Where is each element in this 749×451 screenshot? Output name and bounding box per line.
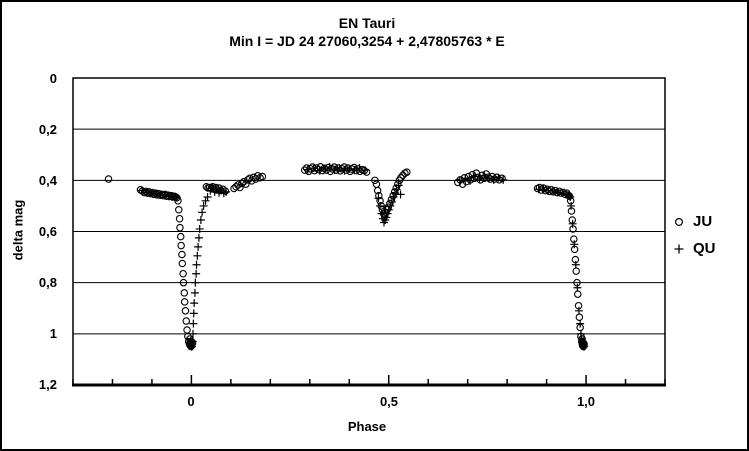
data-markers bbox=[104, 163, 589, 351]
gridlines bbox=[73, 128, 665, 335]
y-tick-label-0-4: 0,4 bbox=[39, 173, 58, 188]
legend-item-ju: JU bbox=[672, 208, 716, 235]
plus-marker-icon bbox=[674, 244, 684, 253]
x-tick-label-0-5: 0,5 bbox=[380, 394, 398, 409]
y-tick-label-0-2: 0,2 bbox=[39, 122, 57, 137]
y-tick-label-0-6: 0,6 bbox=[39, 224, 57, 239]
circle-marker-icon bbox=[674, 217, 684, 226]
legend: JU QU bbox=[672, 208, 716, 262]
legend-item-qu: QU bbox=[672, 235, 716, 262]
plot-frame bbox=[72, 77, 666, 387]
y-tick-label-0: 0 bbox=[50, 71, 57, 86]
y-tick-label-1-2: 1,2 bbox=[39, 377, 57, 392]
chart-title: EN Tauri bbox=[338, 15, 396, 31]
y-tick-label-1: 1 bbox=[50, 326, 57, 341]
chart-subtitle: Min I = JD 24 27060,3254 + 2,47805763 * … bbox=[229, 33, 505, 49]
legend-label-qu: QU bbox=[693, 240, 716, 257]
y-axis-title: delta mag bbox=[10, 199, 26, 261]
x-tick-label-0: 0 bbox=[187, 394, 194, 409]
y-tick-label-0-8: 0,8 bbox=[39, 275, 57, 290]
legend-label-ju: JU bbox=[693, 213, 713, 230]
x-axis-title: Phase bbox=[347, 419, 387, 434]
x-tick-label-1-0: 1,0 bbox=[577, 394, 595, 409]
x-axis-ticks bbox=[72, 375, 666, 384]
